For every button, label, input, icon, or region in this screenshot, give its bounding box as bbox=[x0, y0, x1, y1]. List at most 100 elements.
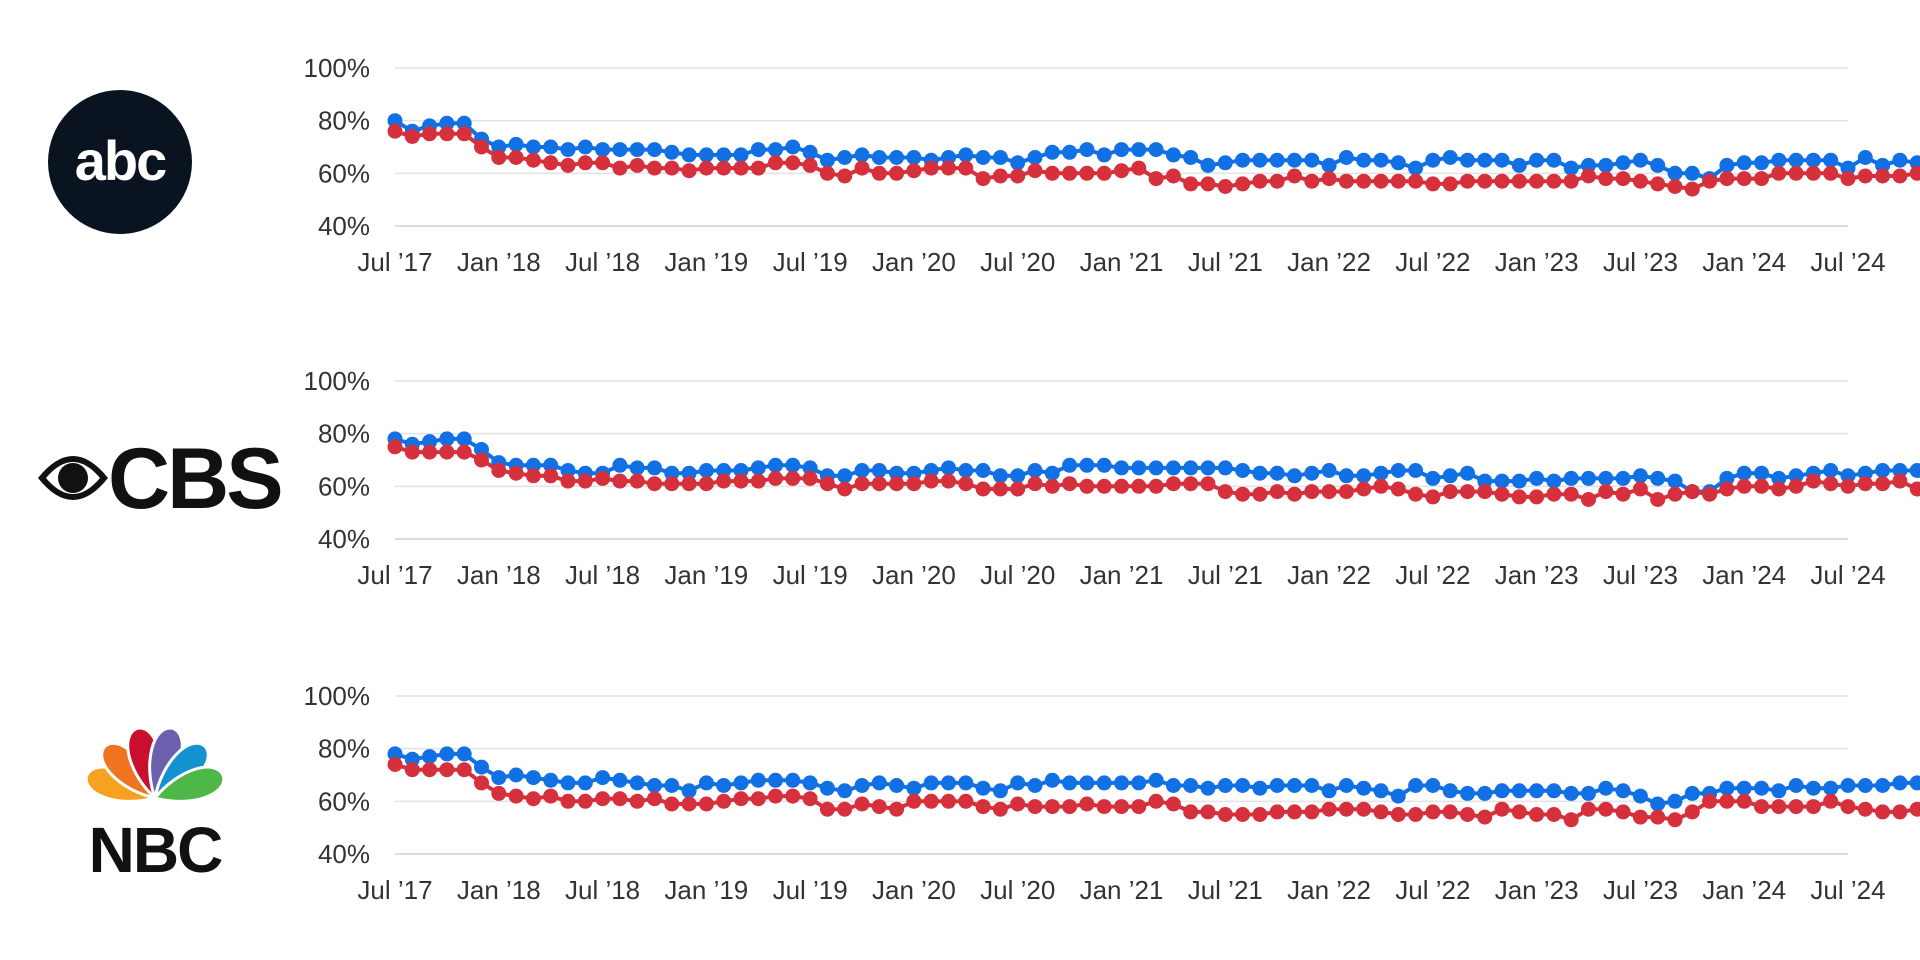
data-point bbox=[1650, 157, 1666, 173]
data-point bbox=[1840, 478, 1856, 494]
data-point bbox=[456, 431, 472, 447]
x-tick-label: Jul ’19 bbox=[773, 875, 848, 905]
data-point bbox=[854, 476, 870, 492]
data-point bbox=[647, 460, 662, 476]
data-point bbox=[1027, 778, 1043, 793]
data-point bbox=[1615, 783, 1631, 799]
data-point bbox=[992, 168, 1008, 184]
data-point bbox=[1754, 780, 1769, 796]
data-point bbox=[1719, 171, 1735, 187]
data-point bbox=[819, 165, 835, 181]
data-point bbox=[1373, 804, 1389, 820]
data-point bbox=[1615, 486, 1631, 502]
data-point bbox=[992, 468, 1008, 484]
data-point bbox=[681, 147, 697, 163]
data-point bbox=[1114, 460, 1129, 476]
data-point bbox=[543, 788, 559, 804]
data-point bbox=[1511, 804, 1527, 820]
data-point bbox=[733, 791, 749, 807]
series-blue bbox=[387, 431, 1920, 500]
data-point bbox=[1356, 481, 1372, 497]
data-point bbox=[1425, 804, 1441, 820]
data-point bbox=[1183, 150, 1199, 165]
data-point bbox=[491, 139, 507, 155]
data-point bbox=[1010, 155, 1026, 171]
data-point bbox=[404, 129, 420, 144]
data-point bbox=[958, 463, 974, 478]
data-point bbox=[1096, 165, 1112, 181]
data-point bbox=[1494, 801, 1510, 817]
data-point bbox=[560, 473, 576, 489]
data-point bbox=[1131, 142, 1147, 158]
data-point bbox=[404, 762, 420, 778]
data-point bbox=[1321, 801, 1337, 817]
data-point bbox=[681, 163, 697, 179]
data-point bbox=[1356, 780, 1372, 796]
data-point bbox=[1511, 157, 1527, 173]
data-point bbox=[1667, 486, 1683, 502]
data-point bbox=[456, 762, 472, 778]
data-point bbox=[1736, 780, 1752, 796]
data-point bbox=[681, 465, 697, 481]
x-tick-label: Jul ’22 bbox=[1395, 875, 1470, 905]
data-point bbox=[664, 160, 680, 176]
data-point bbox=[1442, 150, 1458, 165]
data-point bbox=[1875, 157, 1891, 173]
data-point bbox=[1840, 468, 1856, 484]
data-point bbox=[1390, 155, 1406, 171]
data-point bbox=[629, 775, 645, 791]
data-point bbox=[1546, 473, 1562, 489]
data-point bbox=[1338, 778, 1354, 793]
data-point bbox=[1460, 484, 1475, 500]
series-red bbox=[387, 123, 1920, 197]
data-point bbox=[923, 473, 939, 489]
data-point bbox=[1235, 152, 1251, 168]
data-point bbox=[871, 150, 887, 165]
data-point bbox=[543, 155, 559, 171]
data-point bbox=[595, 155, 611, 171]
data-point bbox=[1010, 468, 1026, 484]
data-point bbox=[750, 160, 766, 176]
data-point bbox=[785, 788, 801, 804]
data-point bbox=[785, 457, 801, 473]
data-point bbox=[1857, 476, 1873, 492]
data-point bbox=[1304, 804, 1320, 820]
data-point bbox=[681, 476, 697, 492]
data-point bbox=[1460, 807, 1475, 822]
data-point bbox=[785, 772, 801, 788]
data-point bbox=[1771, 165, 1787, 181]
data-point bbox=[768, 155, 783, 171]
data-point bbox=[1235, 176, 1251, 192]
data-point bbox=[1442, 783, 1458, 799]
y-tick-label: 60% bbox=[318, 786, 370, 816]
data-point bbox=[1425, 778, 1441, 793]
data-point bbox=[577, 473, 593, 489]
data-point bbox=[716, 463, 732, 478]
data-point bbox=[906, 163, 922, 179]
data-point bbox=[975, 150, 991, 165]
data-point bbox=[1269, 173, 1285, 189]
data-point bbox=[1736, 478, 1752, 494]
data-point bbox=[785, 155, 801, 171]
data-point bbox=[647, 142, 662, 158]
data-point bbox=[1598, 780, 1614, 796]
data-point bbox=[612, 791, 628, 807]
data-point bbox=[871, 463, 887, 478]
data-point bbox=[1010, 775, 1026, 791]
y-tick-label: 40% bbox=[318, 524, 370, 554]
data-point bbox=[387, 439, 403, 455]
data-point bbox=[456, 126, 472, 142]
data-point bbox=[595, 470, 611, 486]
data-point bbox=[387, 113, 403, 129]
data-point bbox=[1754, 465, 1769, 481]
data-point bbox=[750, 142, 766, 158]
data-point bbox=[750, 460, 766, 476]
data-point bbox=[716, 793, 732, 809]
data-point bbox=[439, 126, 455, 142]
data-point bbox=[560, 142, 576, 158]
data-point bbox=[871, 775, 887, 791]
data-point bbox=[1632, 481, 1648, 497]
data-point bbox=[387, 123, 403, 139]
cbs-logo: CBS bbox=[36, 431, 284, 527]
data-point bbox=[1511, 173, 1527, 189]
